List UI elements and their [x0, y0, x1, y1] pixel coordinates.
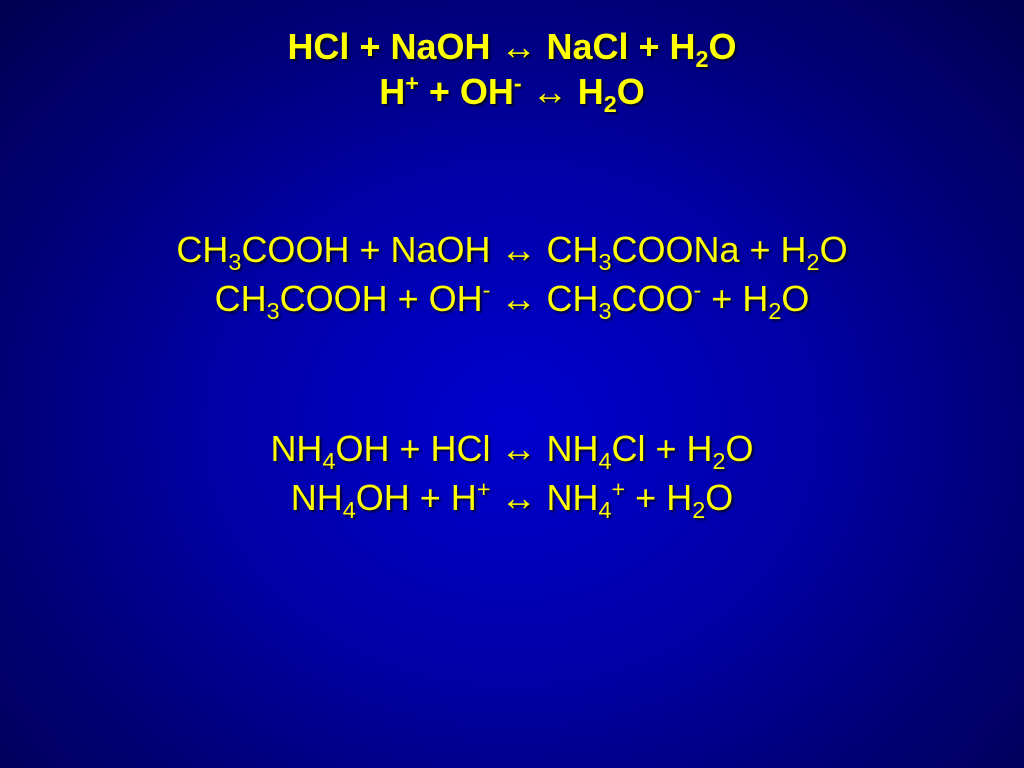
spacer — [0, 323, 1024, 425]
equation-title-line-1: HCl + NaOH ↔ NaCl + H2O — [0, 24, 1024, 69]
equation-body-line-4: NH4OH + H+ ↔ NH4+ + H2O — [0, 474, 1024, 523]
equation-body-line-3: NH4OH + HCl ↔ NH4Cl + H2O — [0, 425, 1024, 474]
equation-title-line-2: H+ + OH- ↔ H2O — [0, 69, 1024, 114]
slide: HCl + NaOH ↔ NaCl + H2O H+ + OH- ↔ H2O C… — [0, 0, 1024, 768]
equation-body-line-2: CH3COOH + OH- ↔ CH3COO- + H2O — [0, 275, 1024, 324]
spacer — [0, 114, 1024, 226]
slide-content: HCl + NaOH ↔ NaCl + H2O H+ + OH- ↔ H2O C… — [0, 0, 1024, 522]
equation-body-line-1: CH3COOH + NaOH ↔ CH3COONa + H2O — [0, 226, 1024, 275]
